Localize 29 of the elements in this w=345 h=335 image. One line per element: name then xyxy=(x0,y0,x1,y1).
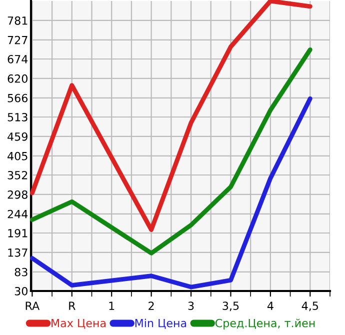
legend-label: Min Цена xyxy=(135,318,186,329)
line-series xyxy=(30,96,312,290)
y-tick-label: 298 xyxy=(8,190,28,199)
y-tick-label: 620 xyxy=(8,74,28,83)
y-tick-label: 137 xyxy=(8,248,28,257)
x-tick-label: 4 xyxy=(267,302,274,310)
y-tick-label: 727 xyxy=(8,36,28,44)
x-tick-label: R xyxy=(69,302,76,310)
line-series xyxy=(30,47,312,256)
y-tick-label: 244 xyxy=(8,210,28,218)
y-tick-label: 30 xyxy=(14,286,28,296)
x-tick-label: 3 xyxy=(188,302,194,310)
x-tick-label: 4,5 xyxy=(302,302,318,312)
y-tick-label: 405 xyxy=(8,152,28,160)
legend-label: Сред.Цена, т.йен xyxy=(215,318,315,330)
y-tick-label: 781 xyxy=(8,16,28,25)
y-tick-label: 191 xyxy=(8,228,28,238)
x-tick-label: 2 xyxy=(148,302,154,310)
x-tick-label: 3,5 xyxy=(222,302,239,312)
y-tick-label: 352 xyxy=(8,170,28,180)
x-tick-label: 1 xyxy=(109,302,114,310)
y-tick-label: 513 xyxy=(8,112,28,122)
legend-label: Max Цена xyxy=(52,319,106,329)
y-tick-label: 459 xyxy=(8,132,28,141)
y-tick-label: 674 xyxy=(8,54,28,64)
y-tick-label: 566 xyxy=(8,94,28,102)
line-series xyxy=(30,0,312,232)
y-tick-label: 83 xyxy=(14,268,28,276)
x-tick-label: RA xyxy=(26,302,40,310)
